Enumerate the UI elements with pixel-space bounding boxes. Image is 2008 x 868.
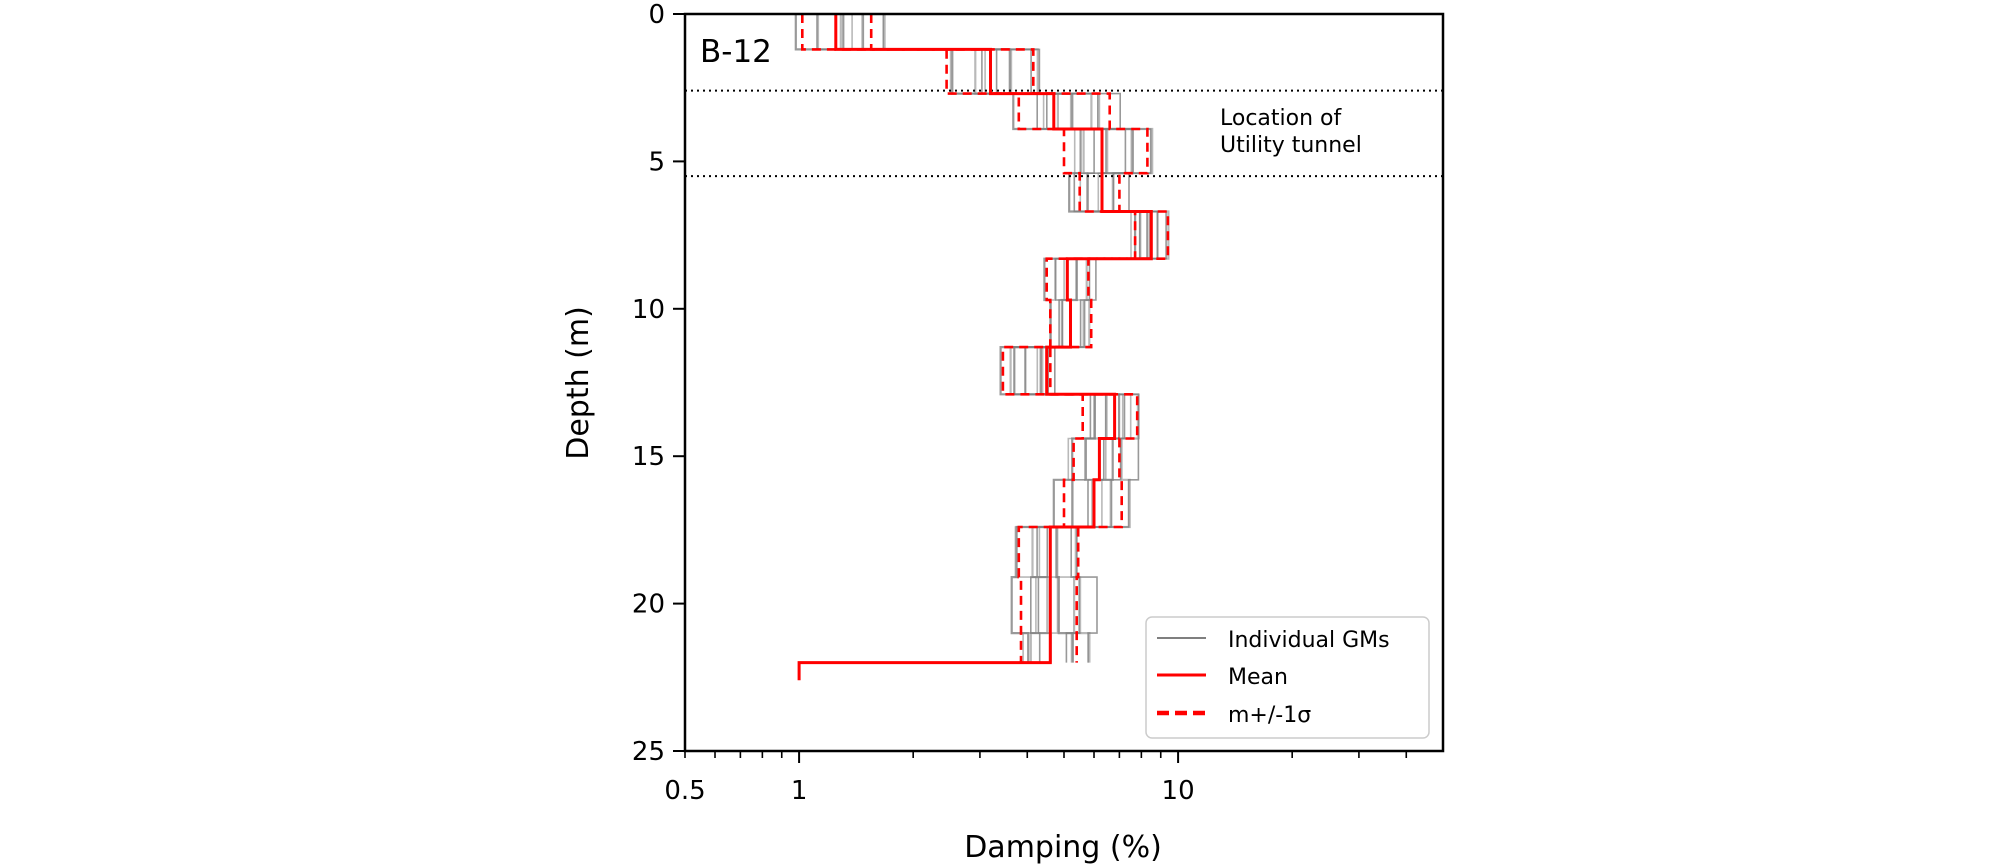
y-tick-label-10: 10: [632, 295, 665, 325]
gm-trace-5: [835, 14, 1152, 663]
gm-trace-4: [839, 14, 1142, 663]
x-tick-label-10: 10: [1162, 776, 1195, 806]
legend-label-sigma: m+/-1σ: [1228, 703, 1311, 728]
y-axis-title: Depth (m): [561, 306, 596, 460]
legend-box: [1145, 616, 1430, 739]
y-tick-label-20: 20: [632, 590, 665, 620]
y-tick-label-0: 0: [648, 0, 665, 30]
gm-trace-10: [883, 14, 1170, 663]
x-axis-title: Damping (%): [964, 830, 1162, 865]
legend-label-individual-gms: Individual GMs: [1228, 628, 1390, 653]
y-tick-label-25: 25: [632, 737, 665, 767]
y-tick-label-15: 15: [632, 442, 665, 472]
legend-label-mean: Mean: [1228, 665, 1288, 690]
plot-area: [685, 14, 1443, 681]
legend: Individual GMs Mean m+/-1σ: [1145, 616, 1430, 739]
x-axis-ticks: 0.5 1 10: [664, 751, 1408, 806]
gm-trace-9: [862, 14, 1159, 663]
annotation-line-2: Utility tunnel: [1220, 133, 1362, 158]
sigma-trace-1: [801, 14, 1137, 663]
gm-trace-2: [817, 14, 1132, 663]
x-tick-label-0.5: 0.5: [664, 776, 705, 806]
gm-trace-6: [851, 14, 1151, 663]
gm-trace-8: [861, 14, 1159, 663]
gm-trace-11: [882, 14, 1167, 663]
sigma-trace-2: [869, 14, 1170, 663]
individual-gm-traces: [794, 14, 1170, 663]
tunnel-reference-lines: [685, 89, 1443, 178]
annotation-line-1: Location of: [1220, 106, 1343, 131]
mean-and-sigma-traces: [797, 14, 1170, 681]
panel-label: B-12: [700, 34, 772, 70]
y-tick-label-5: 5: [648, 147, 665, 177]
y-axis-ticks: 0 5 10 15 20 25: [632, 0, 685, 767]
x-tick-label-1: 1: [791, 776, 808, 806]
gm-trace-7: [842, 14, 1149, 663]
